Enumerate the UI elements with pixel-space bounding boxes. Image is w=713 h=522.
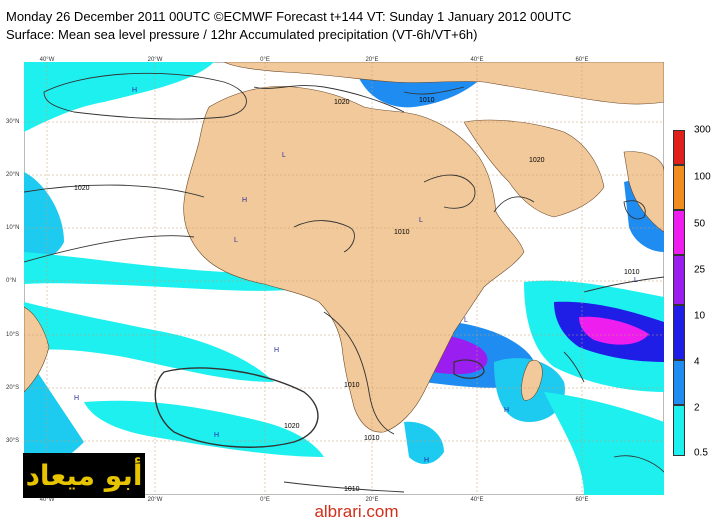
lon-label-top: 60°E [575, 57, 589, 63]
isobar-label: 1020 [529, 157, 545, 164]
high-pressure-marker: H [242, 197, 247, 204]
watermark-logo: أبو ميعاد [23, 453, 145, 498]
low-pressure-marker: L [634, 277, 638, 284]
low-pressure-marker: L [464, 317, 468, 324]
lat-label: 10°N [6, 225, 20, 231]
legend-swatch [673, 405, 685, 456]
precipitation-legend [673, 130, 685, 456]
lon-label-bottom: 60°E [575, 497, 589, 503]
precip-band-mid-atlantic [24, 302, 274, 382]
map-canvas: 1020 1020 1010 1020 1010 1010 1010 1010 … [24, 62, 664, 495]
india-landmass [623, 151, 664, 233]
high-pressure-marker: H [132, 87, 137, 94]
isobar-labels: 1020 1020 1010 1020 1010 1010 1010 1010 … [74, 97, 640, 493]
lon-label-top: 40°E [470, 57, 484, 63]
lat-label: 0°N [6, 278, 17, 284]
lat-label: 30°N [6, 119, 20, 125]
legend-label: 10 [694, 310, 706, 322]
africa-landmass [183, 86, 525, 433]
high-pressure-marker: H [74, 395, 79, 402]
lon-label-bottom: 40°E [470, 497, 484, 503]
lat-label: 20°N [6, 172, 20, 178]
lat-label: 10°S [6, 332, 20, 338]
isobar-label: 1020 [284, 423, 300, 430]
isobar-label: 1010 [419, 97, 435, 104]
legend-swatch [673, 305, 685, 360]
low-pressure-marker: L [419, 217, 423, 224]
legend-swatch [673, 360, 685, 405]
lat-label: 20°S [6, 385, 20, 391]
graticule [24, 62, 664, 495]
high-pressure-marker: H [274, 347, 279, 354]
legend-label: 300 [694, 124, 711, 136]
precip-band-north-atlantic [24, 62, 214, 132]
chart-subtitle: Surface: Mean sea level pressure / 12hr … [6, 27, 478, 42]
isobar-label: 1020 [334, 99, 350, 106]
legend-label: 0.5 [694, 447, 708, 459]
low-pressure-marker: L [282, 152, 286, 159]
arabian-peninsula [463, 119, 605, 218]
isobar-label: 1010 [394, 229, 410, 236]
lon-label-bottom: 40°W [39, 497, 55, 503]
lon-label-top: 20°W [147, 57, 163, 63]
isobar-label: 1010 [344, 486, 360, 493]
legend-swatch [673, 165, 685, 210]
high-pressure-marker: H [424, 457, 429, 464]
lat-label: 30°S [6, 438, 20, 444]
isobar-label: 1010 [624, 269, 640, 276]
precip-band-south-atlantic-2 [84, 400, 324, 457]
site-url[interactable]: albrari.com [314, 502, 399, 521]
legend-swatch [673, 255, 685, 305]
lon-label-bottom: 0°E [260, 497, 270, 503]
madagascar [521, 359, 543, 401]
high-pressure-marker: H [504, 407, 509, 414]
precip-band-cape [404, 421, 444, 464]
lon-label-top: 20°E [365, 57, 379, 63]
precip-band-south-east [544, 392, 664, 495]
legend-label: 4 [694, 356, 700, 368]
legend-swatch [673, 210, 685, 255]
isobar-label: 1010 [364, 435, 380, 442]
europe-landmass [223, 62, 664, 105]
legend-label: 25 [694, 264, 706, 276]
isobar-label: 1020 [74, 185, 90, 192]
lon-label-bottom: 20°W [147, 497, 163, 503]
high-pressure-marker: H [214, 432, 219, 439]
legend-swatch [673, 130, 685, 165]
precip-band-south-atlantic [24, 352, 84, 477]
lon-label-top: 0°E [260, 57, 270, 63]
pressure-centers: H L L H H L L H H H L H [74, 87, 638, 464]
legend-label: 50 [694, 218, 706, 230]
isobars [24, 72, 664, 493]
forecast-map: 1020 1020 1010 1020 1010 1010 1010 1010 … [24, 62, 664, 495]
legend-label: 100 [694, 171, 711, 183]
isobar-label: 1010 [344, 382, 360, 389]
land-layer [24, 62, 664, 433]
lon-label-bottom: 20°E [365, 497, 379, 503]
precip-band-west [24, 172, 64, 259]
legend-label: 2 [694, 402, 700, 414]
chart-title: Monday 26 December 2011 00UTC ©ECMWF For… [6, 9, 572, 24]
precip-peak-indian-ocean [579, 316, 649, 345]
lon-label-top: 40°W [39, 57, 55, 63]
low-pressure-marker: L [234, 237, 238, 244]
south-america-edge [24, 306, 50, 393]
